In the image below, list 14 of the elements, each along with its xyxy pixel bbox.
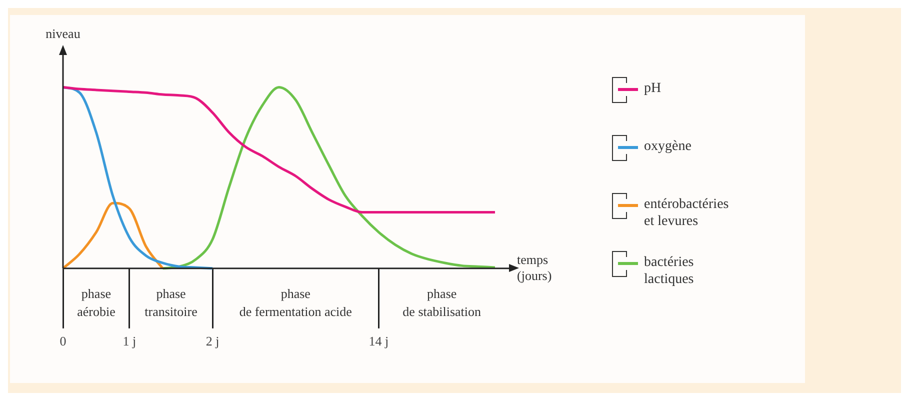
x-tick-label: 2 j — [206, 334, 220, 349]
text: phase de fermentation acide — [239, 286, 352, 319]
text: phase de stabilisation — [402, 286, 482, 319]
x-tick-label: 0 — [60, 334, 66, 349]
legend-label: pH — [644, 80, 662, 97]
text: phase transitoire — [144, 286, 198, 319]
legend-label: bactéries lactiques — [644, 254, 695, 288]
x-tick-label: 14 j — [368, 334, 389, 349]
legend-label: entérobactéries et levures — [644, 196, 730, 230]
x-axis-title: temps (jours) — [517, 252, 552, 283]
x-tick-label: 1 j — [122, 334, 136, 349]
text: phase aérobie — [77, 286, 116, 319]
y-axis-title: niveau — [46, 26, 81, 41]
legend-label: oxygène — [644, 138, 692, 155]
